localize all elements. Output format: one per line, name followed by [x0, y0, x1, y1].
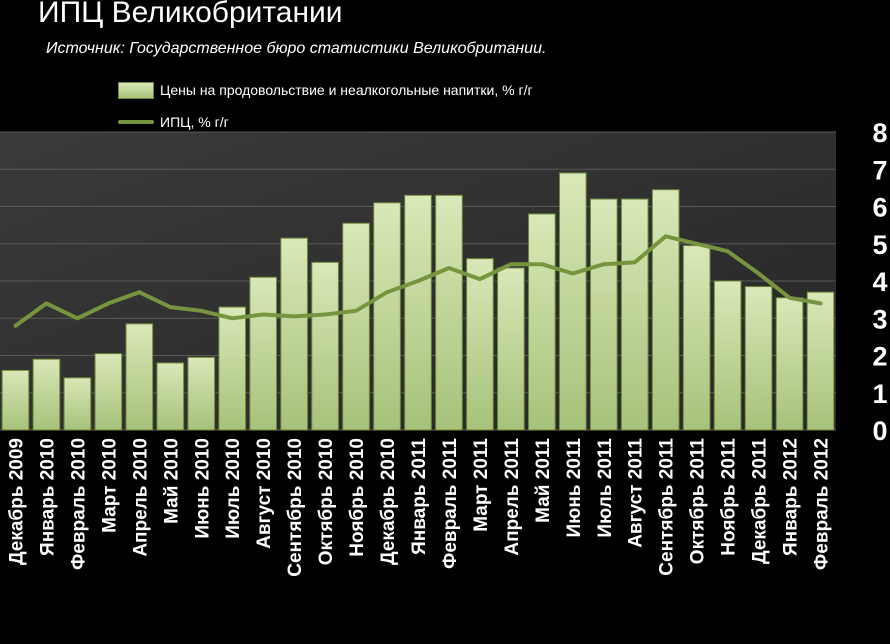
- ytick-label: 4: [872, 267, 887, 297]
- bar-food-15: [435, 194, 463, 431]
- legend-item-food: Цены на продовольствие и неалкогольные н…: [118, 78, 533, 102]
- xtick-label: Октябрь 2010: [316, 438, 337, 565]
- line-swatch-icon: [118, 120, 154, 124]
- bar-food-9: [249, 276, 277, 431]
- bar-food-12: [342, 222, 370, 431]
- legend-label-cpi: ИПЦ, % г/г: [160, 114, 229, 130]
- cpi-series-line: [13, 234, 823, 328]
- ytick-label: 3: [872, 304, 887, 334]
- bar-food-13: [373, 202, 401, 431]
- bar-food-2: [32, 358, 61, 431]
- bar-food-17: [497, 267, 525, 431]
- bar-food-26: [775, 297, 804, 431]
- xtick-label: Январь 2010: [37, 438, 58, 556]
- ytick-label: 8: [872, 118, 887, 148]
- xtick-label: Май 2011: [533, 438, 554, 523]
- xtick-label: Февраль 2012: [812, 438, 833, 570]
- ytick-label: 0: [872, 416, 887, 446]
- bar-food-24: [713, 280, 742, 431]
- ytick-label: 7: [872, 155, 887, 185]
- bar-food-1: [1, 369, 30, 431]
- bar-swatch-icon: [118, 81, 154, 99]
- xtick-label: Октябрь 2011: [688, 438, 709, 565]
- xtick-label: Март 2010: [99, 438, 120, 533]
- xtick-label: Декабрь 2010: [378, 438, 399, 565]
- xtick-label: Март 2011: [471, 438, 492, 532]
- xtick-label: Август 2010: [254, 438, 275, 549]
- bar-food-21: [620, 198, 649, 431]
- bar-food-5: [125, 323, 154, 431]
- xtick-label: Декабрь 2009: [6, 438, 27, 565]
- bar-food-7: [187, 356, 216, 431]
- xtick-label: Февраль 2010: [68, 438, 89, 570]
- xtick-label: Июль 2011: [595, 438, 616, 538]
- bar-food-10: [280, 237, 308, 431]
- bar-food-11: [311, 261, 339, 431]
- xtick-label: Апрель 2010: [130, 438, 151, 557]
- bar-food-27: [806, 291, 835, 431]
- xtick-label: Июль 2010: [223, 438, 244, 539]
- xtick-label: Сентябрь 2010: [285, 438, 306, 577]
- bar-food-18: [528, 213, 556, 431]
- bar-food-8: [218, 306, 247, 431]
- chart-subtitle: Источник: Государственное бюро статистик…: [46, 40, 547, 57]
- xtick-label: Август 2011: [626, 438, 647, 548]
- bar-food-16: [466, 258, 494, 431]
- ytick-label: 6: [872, 193, 887, 223]
- chart-title: ИПЦ Великобритании: [38, 0, 343, 29]
- bar-food-14: [404, 194, 432, 431]
- xtick-label: Апрель 2011: [502, 438, 523, 556]
- legend-item-cpi: ИПЦ, % г/г: [118, 110, 229, 134]
- bar-food-22: [651, 189, 680, 431]
- xtick-label: Июнь 2010: [192, 438, 213, 539]
- xtick-label: Июнь 2011: [564, 438, 585, 538]
- xtick-label: Январь 2011: [409, 438, 430, 555]
- bar-food-3: [63, 377, 92, 431]
- ytick-label: 1: [872, 379, 887, 409]
- bar-food-23: [682, 245, 711, 431]
- bar-food-19: [559, 172, 587, 431]
- bar-food-20: [589, 198, 618, 431]
- xtick-label: Декабрь 2011: [750, 438, 771, 564]
- ytick-label: 5: [872, 230, 887, 260]
- xtick-label: Ноябрь 2010: [347, 438, 368, 557]
- xtick-label: Сентябрь 2011: [657, 438, 678, 576]
- ytick-label: 2: [872, 342, 887, 372]
- bar-food-6: [156, 362, 185, 431]
- xtick-label: Ноябрь 2011: [719, 438, 740, 556]
- legend-label-food: Цены на продовольствие и неалкогольные н…: [160, 82, 533, 98]
- bar-food-4: [94, 353, 123, 431]
- xtick-label: Февраль 2011: [440, 438, 461, 569]
- bar-food-25: [744, 286, 773, 431]
- xtick-label: Январь 2012: [781, 438, 802, 556]
- xtick-label: Май 2010: [161, 438, 182, 524]
